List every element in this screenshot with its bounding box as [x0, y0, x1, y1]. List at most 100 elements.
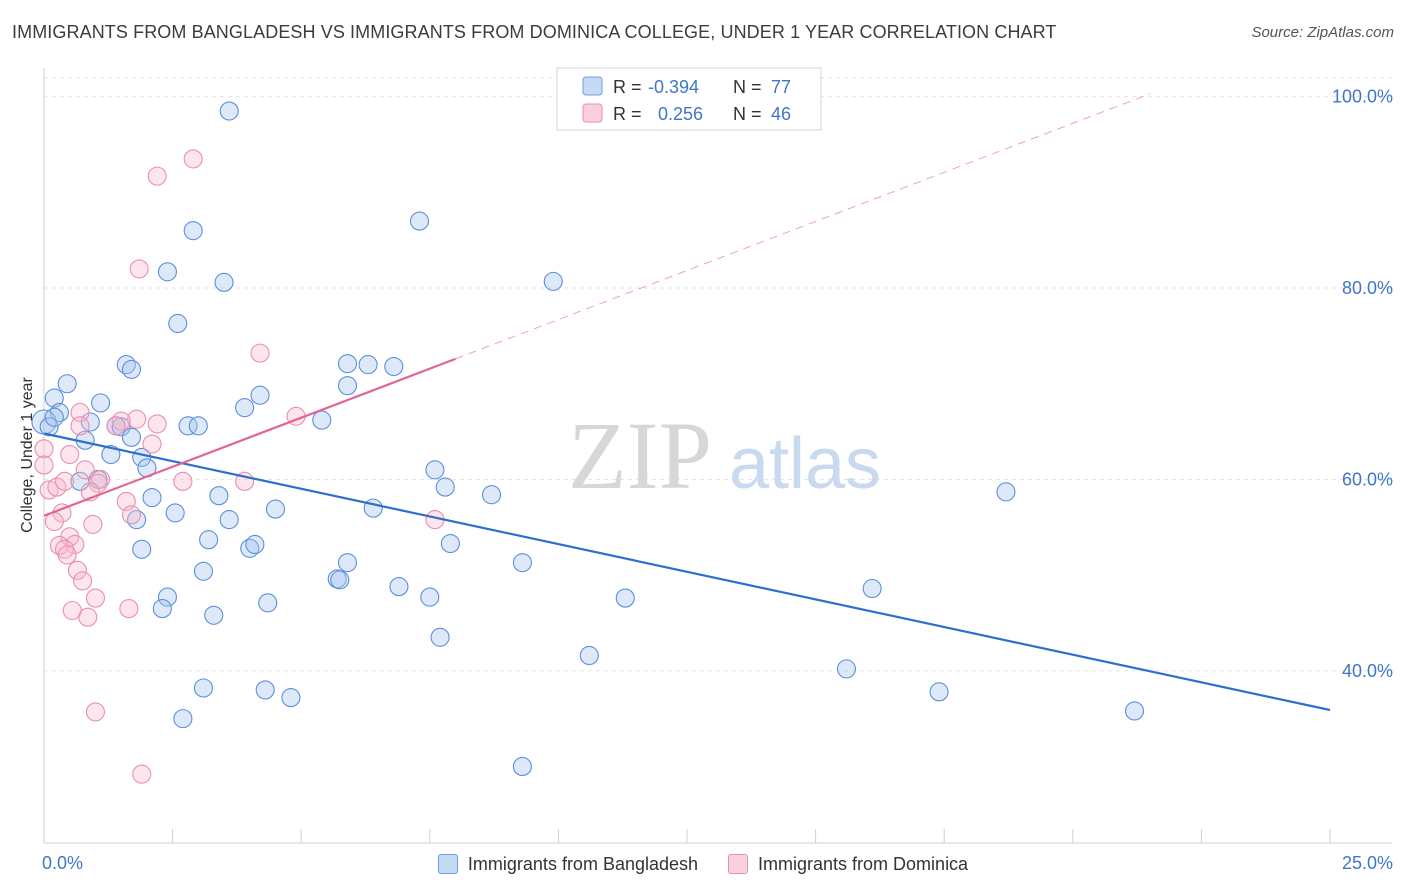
point-dominica: [60, 444, 80, 465]
point-bangladesh: [481, 485, 502, 505]
point-bangladesh: [152, 599, 172, 619]
axes: [43, 68, 1392, 844]
point-bangladesh: [250, 385, 270, 405]
point-dominica: [127, 409, 147, 429]
point-bangladesh: [512, 553, 532, 573]
legend-swatch-bangladesh-bottom: [437, 854, 458, 874]
watermark-atlas: atlas: [729, 424, 881, 504]
point-bangladesh: [235, 398, 255, 418]
legend-n-label-1: N =: [733, 77, 762, 97]
point-bangladesh: [265, 499, 286, 519]
point-bangladesh: [240, 538, 260, 558]
legend-r-label-1: R =: [613, 77, 642, 97]
point-bangladesh: [121, 359, 141, 379]
point-dominica: [250, 343, 270, 363]
point-bangladesh: [178, 416, 198, 436]
point-bangladesh: [188, 416, 208, 436]
point-bangladesh: [91, 393, 111, 413]
point-bangladesh: [425, 460, 445, 480]
point-bangladesh: [258, 593, 278, 613]
point-dominica: [173, 471, 193, 491]
point-dominica: [132, 764, 152, 784]
point-bangladesh: [409, 211, 430, 231]
point-bangladesh: [193, 678, 214, 698]
point-dominica: [85, 588, 105, 608]
point-bangladesh: [165, 503, 185, 523]
point-bangladesh: [615, 588, 635, 608]
point-bangladesh: [337, 376, 358, 396]
point-bangladesh: [430, 627, 450, 647]
point-bangladesh: [142, 488, 162, 508]
trend-line-dominica: [43, 357, 456, 517]
point-dominica: [121, 505, 141, 525]
series-dominica: [34, 149, 445, 784]
gridlines: [44, 77, 1392, 672]
point-dominica: [57, 545, 77, 565]
point-bangladesh: [330, 570, 350, 590]
point-bangladesh: [199, 530, 219, 550]
point-dominica: [75, 460, 95, 480]
point-bangladesh: [101, 444, 121, 465]
point-bangladesh: [219, 101, 239, 121]
series-bangladesh: [31, 101, 1145, 777]
point-dominica: [55, 471, 75, 491]
point-dominica: [34, 455, 54, 475]
y-tick-label: 40.0%: [1342, 661, 1393, 681]
point-bangladesh: [996, 482, 1016, 502]
legend-r-value-1: -0.394: [648, 77, 699, 97]
y-tick-label: 100.0%: [1332, 87, 1393, 107]
point-bangladesh: [337, 354, 358, 374]
legend-label-bangladesh: Immigrants from Bangladesh: [467, 853, 699, 874]
point-dominica: [47, 477, 67, 497]
legend-item-bangladesh: Immigrants from Bangladesh: [437, 852, 699, 876]
point-bangladesh: [168, 313, 188, 334]
point-bangladesh: [435, 477, 455, 497]
point-bangladesh: [219, 510, 239, 530]
legend-swatch-bangladesh: [582, 76, 603, 96]
point-bangladesh: [862, 578, 882, 599]
point-bangladesh: [1124, 701, 1145, 721]
point-bangladesh: [44, 388, 64, 408]
point-dominica: [73, 571, 93, 591]
point-dominica: [78, 607, 98, 627]
point-dominica: [65, 534, 85, 555]
y-tick-label: 60.0%: [1342, 469, 1393, 489]
point-dominica: [142, 434, 162, 454]
point-bangladesh: [173, 709, 193, 729]
point-dominica: [39, 480, 59, 500]
point-bangladesh: [358, 355, 378, 375]
legend-r-value-2: 0.256: [658, 104, 703, 124]
point-dominica: [129, 259, 149, 279]
point-bangladesh: [929, 682, 949, 702]
legend-item-dominica: Immigrants from Dominica: [728, 852, 968, 876]
point-bangladesh: [337, 553, 358, 573]
point-dominica: [85, 702, 105, 722]
point-dominica: [119, 599, 139, 619]
point-bangladesh: [44, 407, 64, 427]
point-bangladesh: [389, 577, 409, 597]
point-dominica: [106, 416, 126, 436]
x-tick-label: 25.0%: [1342, 853, 1393, 873]
point-bangladesh: [157, 262, 178, 282]
watermark: ZIP atlas: [568, 402, 881, 509]
point-bangladesh: [312, 410, 332, 430]
chart-title: IMMIGRANTS FROM BANGLADESH VS IMMIGRANTS…: [12, 22, 1057, 42]
watermark-zip: ZIP: [568, 402, 712, 509]
point-bangladesh: [204, 605, 224, 625]
point-bangladesh: [420, 587, 440, 607]
point-dominica: [147, 414, 167, 434]
trend-line-bangladesh: [43, 432, 1331, 712]
point-dominica: [83, 514, 103, 534]
point-bangladesh: [579, 645, 599, 666]
tick-labels: 40.0% 60.0% 80.0% 100.0% 0.0% 25.0%: [42, 87, 1393, 873]
point-dominica: [70, 416, 90, 436]
legend-bottom: Immigrants from Bangladesh Immigrants fr…: [0, 852, 1406, 876]
point-dominica: [147, 166, 167, 186]
legend-r-label-2: R =: [613, 104, 642, 124]
point-bangladesh: [209, 486, 229, 506]
point-bangladesh: [440, 533, 460, 554]
point-bangladesh: [836, 659, 857, 679]
point-bangladesh: [132, 539, 152, 559]
point-bangladesh: [281, 688, 301, 708]
